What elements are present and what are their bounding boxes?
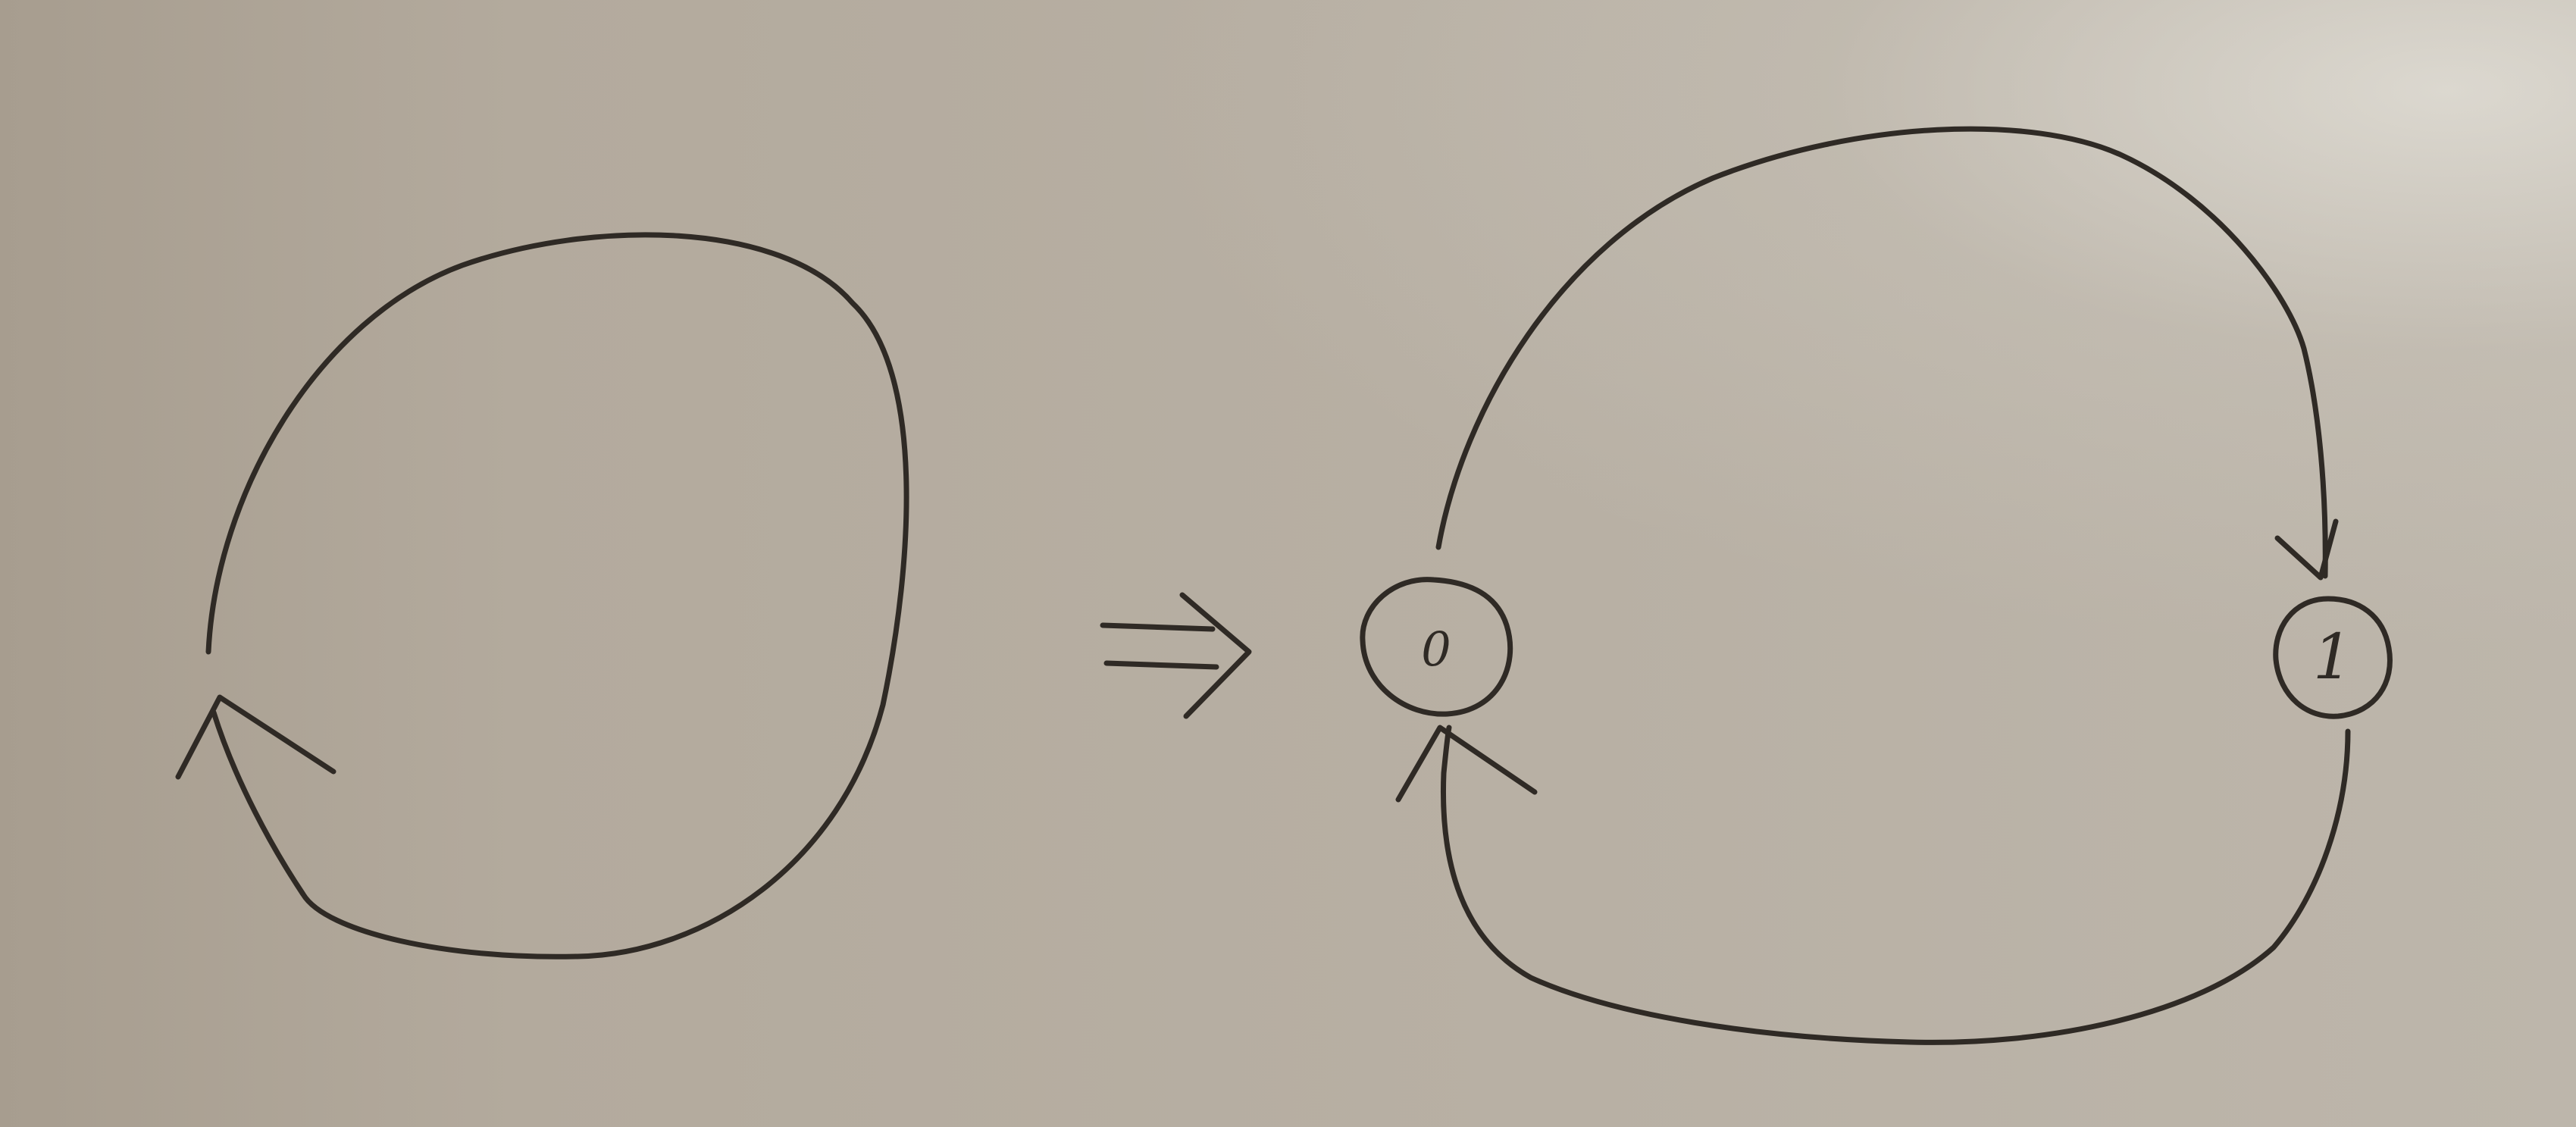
left-loop-diagram (175, 232, 909, 960)
arrow-bar-bottom (1103, 660, 1219, 670)
edge-1-to-0 (1441, 725, 2351, 1045)
arrow-head (1179, 592, 1252, 719)
double-right-arrow-icon (1100, 592, 1252, 719)
node-1-circle (2273, 596, 2393, 719)
left-loop-curve (205, 232, 909, 960)
arrow-bar-top (1100, 622, 1216, 632)
edge-0-to-1 (1435, 126, 2328, 579)
edge-1-to-0-arrowhead (1395, 725, 1538, 803)
node-0-circle (1360, 577, 1513, 717)
left-loop-arrowhead (175, 694, 336, 780)
node-0: 0 (1360, 577, 1513, 717)
node-0-label: 0 (1421, 621, 1451, 677)
right-cycle-diagram: 0 1 (1360, 126, 2393, 1045)
edge-0-to-1-arrowhead (2274, 518, 2339, 581)
node-1-label: 1 (2313, 621, 2352, 693)
node-1: 1 (2273, 596, 2393, 719)
